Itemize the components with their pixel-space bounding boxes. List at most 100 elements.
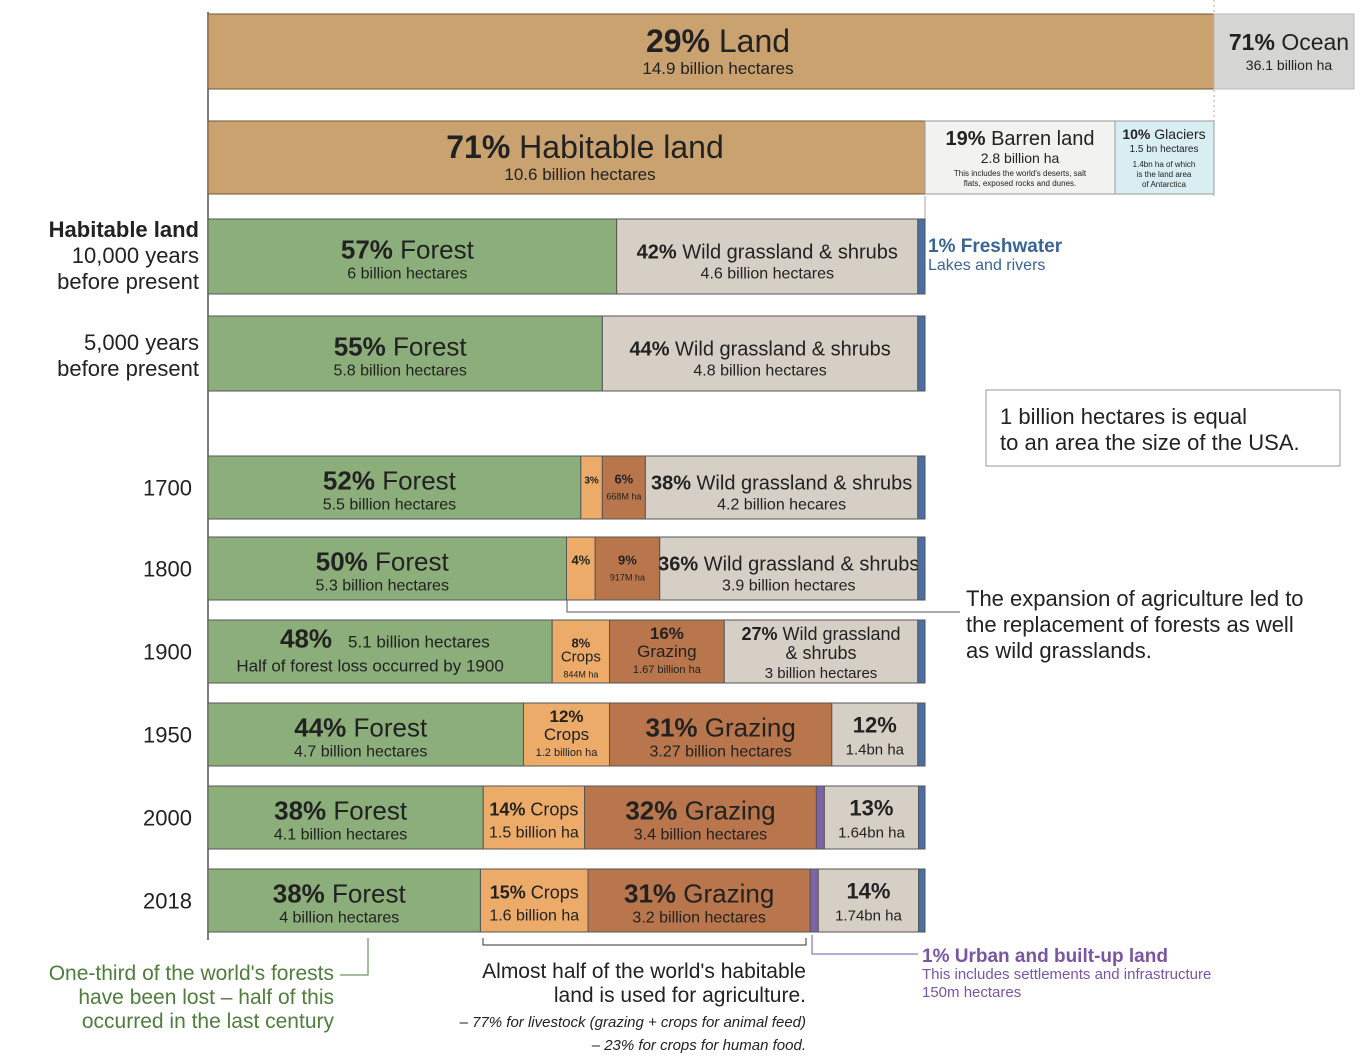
grassland-title: 36% Wild grassland & shrubs	[658, 554, 919, 576]
grazing-pct: 16%	[650, 624, 684, 643]
grassland-title-2: & shrubs	[786, 643, 857, 663]
barren-note-1: This includes the world's deserts, salt	[954, 169, 1087, 178]
grassland-sub: 1.64bn ha	[838, 825, 905, 842]
forest-sub: 5.8 billion hectares	[333, 363, 466, 380]
crops-sub: 1.2 billion ha	[536, 747, 599, 759]
forest-segment	[207, 315, 603, 392]
ocean-title-text: Ocean	[1275, 29, 1349, 55]
grazing-title-text: Grazing	[698, 713, 796, 743]
row-1900: 1900 48% 5.1 billion hectares Half of fores…	[143, 619, 926, 684]
crops-pct: 8%	[571, 636, 590, 651]
row-label: 2018	[143, 889, 192, 914]
barren-sub: 2.8 billion ha	[981, 150, 1060, 166]
agri-note-line-3: – 77% for livestock (grazing + crops for…	[459, 1014, 806, 1031]
crops-pct-pct: 4%	[571, 553, 590, 568]
forest-sub: 5.5 billion hectares	[323, 497, 456, 514]
crops-title-pct: 15%	[490, 883, 526, 903]
grassland-title-text: Wild grassland & shrubs	[691, 473, 912, 495]
forest-note-line-2: have been lost – half of this	[78, 986, 334, 1009]
land-title: 29% Land	[646, 23, 790, 59]
freshwater-segment	[918, 785, 926, 850]
agri-note-line-2: land is used for agriculture.	[554, 984, 806, 1007]
grassland-sub: 4.8 billion hectares	[693, 363, 826, 380]
forest-sub: 4.1 billion hectares	[274, 827, 407, 844]
crops-segment	[479, 868, 589, 933]
row-label: 1950	[143, 723, 192, 748]
barren-note-2: flats, exposed rocks and dunes.	[964, 179, 1077, 188]
usa-note-line-2: to an area the size of the USA.	[1000, 430, 1300, 455]
forest-sub: Half of forest loss occurred by 1900	[236, 657, 503, 676]
forest-title: 52% Forest	[323, 466, 457, 496]
row-label: 2000	[143, 806, 192, 831]
glaciers-sub: 1.5 bn hectares	[1130, 144, 1199, 155]
usa-note-box	[985, 389, 1341, 467]
row-label: 1800	[143, 557, 192, 582]
grazing-sub: 668M ha	[606, 492, 641, 502]
row-label: 10,000 years	[72, 243, 199, 268]
crops-title: 14% Crops	[489, 800, 578, 820]
grassland-segment	[644, 455, 919, 520]
forest-title-text: Forest	[368, 547, 450, 577]
urban-connector	[811, 935, 918, 955]
expansion-bracket	[566, 600, 960, 613]
barren-title-text: Barren land	[986, 128, 1095, 150]
crops-segment	[482, 785, 586, 850]
glaciers-title-pct: 10%	[1122, 126, 1151, 142]
forest-segment	[207, 455, 582, 520]
grazing-pct-pct: 9%	[618, 553, 637, 568]
forest-title-text: Forest	[326, 796, 408, 826]
grassland-title: 38% Wild grassland & shrubs	[651, 473, 912, 495]
grassland-segment	[817, 868, 920, 933]
crops-pct: 12%	[549, 707, 583, 726]
habitable-title-text: Habitable land	[510, 129, 723, 165]
forest-segment	[207, 218, 618, 295]
freshwater-segment	[917, 619, 926, 684]
freshwater-title: 1% Freshwater	[928, 236, 1063, 257]
forest-note-connector	[340, 938, 369, 976]
grazing-pct: 9%	[618, 553, 637, 568]
row-label: 1900	[143, 640, 192, 665]
forest-title: 38% Forest	[274, 796, 408, 826]
grassland-segment	[616, 218, 919, 295]
glaciers-title-text: Glaciers	[1150, 126, 1205, 142]
grazing-title-text: Grazing	[677, 796, 775, 826]
grassland-title: 13%	[849, 796, 893, 821]
forest-segment	[207, 785, 484, 850]
grazing-sub: 3.4 billion hectares	[634, 827, 767, 844]
forest-title-pct: 52%	[323, 466, 375, 496]
forest-title-text: Forest	[325, 879, 407, 909]
forest-title-text: Forest	[386, 332, 468, 362]
urban-sub-1: This includes settlements and infrastruc…	[922, 966, 1211, 983]
grazing-title-pct: 31%	[645, 713, 697, 743]
grazing-title: 31% Grazing	[645, 713, 795, 743]
grassland-segment	[831, 702, 919, 767]
crops-sub: 1.6 billion ha	[489, 908, 579, 925]
forest-title-text: Forest	[346, 713, 428, 743]
freshwater-segment	[917, 536, 926, 601]
barren-bar	[924, 120, 1116, 195]
grassland-sub: 4.2 billion hecares	[717, 497, 846, 514]
forest-sub: 4 billion hectares	[279, 910, 399, 927]
ocean-sub: 36.1 billion ha	[1246, 57, 1333, 73]
grazing-sub: 3.27 billion hectares	[649, 744, 791, 761]
crops-pct-pct: 12%	[549, 707, 583, 726]
row-label-bold: Habitable land	[49, 217, 199, 242]
usa-note-line-1: 1 billion hectares is equal	[1000, 404, 1247, 429]
grassland-sub: 1.74bn ha	[835, 908, 902, 925]
freshwater-segment	[917, 315, 926, 392]
crops-title: Crops	[544, 725, 589, 744]
crops-pct-pct: 8%	[571, 636, 590, 651]
grazing-title-pct: 31%	[624, 879, 676, 909]
grassland-segment	[823, 785, 920, 850]
expansion-line-1: The expansion of agriculture led to	[966, 586, 1304, 611]
urban-segment	[809, 868, 819, 933]
forest-segment	[207, 702, 524, 767]
glaciers-note-1: 1.4bn ha of which	[1133, 160, 1196, 169]
forest-title: 38% Forest	[273, 879, 407, 909]
grazing-pct-pct: 6%	[614, 472, 633, 487]
crops-segment	[522, 702, 611, 767]
